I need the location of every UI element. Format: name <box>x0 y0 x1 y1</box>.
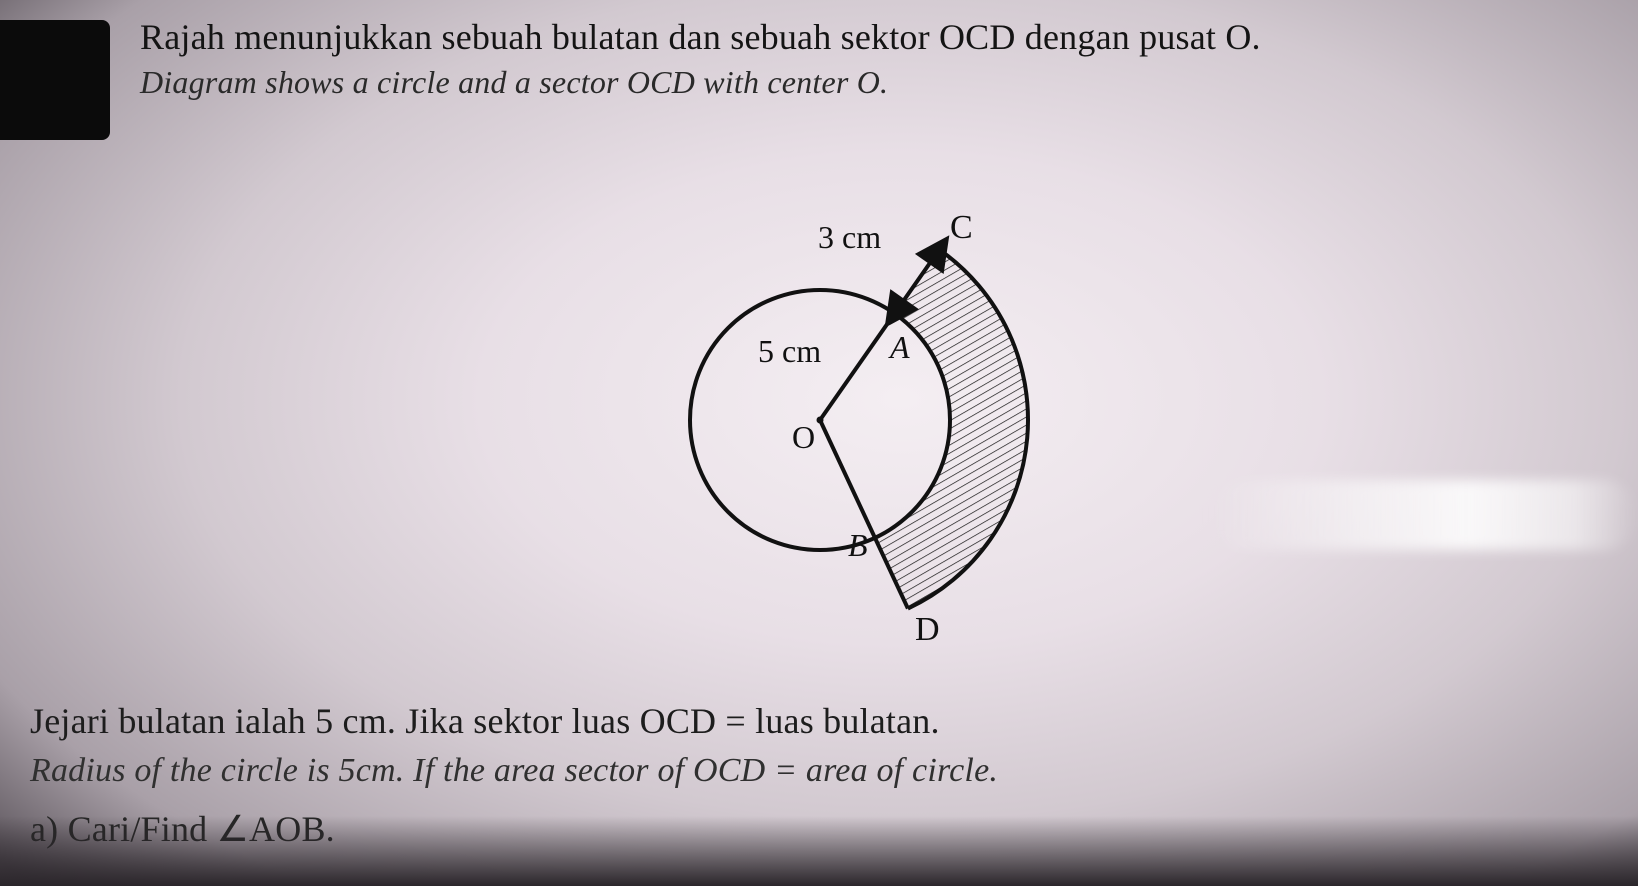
question-text-en-1: Diagram shows a circle and a sector OCD … <box>140 64 888 101</box>
radius-OD <box>820 420 908 609</box>
figure-circle-and-sector: 3 cm 5 cm C A O B D <box>560 120 1180 680</box>
bottom-vignette <box>0 816 1638 886</box>
question-text-en-2: Radius of the circle is 5cm. If the area… <box>30 752 998 790</box>
center-point-O <box>817 417 824 424</box>
label-D: D <box>915 611 940 648</box>
label-B: B <box>848 527 868 563</box>
label-3cm: 3 cm <box>818 219 881 255</box>
label-C: C <box>950 209 973 246</box>
label-O: O <box>792 419 815 455</box>
screen-glare <box>1208 480 1638 550</box>
question-text-ms-1: Rajah menunjukkan sebuah bulatan dan seb… <box>140 16 1261 58</box>
dark-corner-tab <box>0 20 110 140</box>
question-text-ms-2: Jejari bulatan ialah 5 cm. Jika sektor l… <box>30 700 940 742</box>
label-5cm: 5 cm <box>758 333 821 369</box>
label-A: A <box>888 329 910 365</box>
